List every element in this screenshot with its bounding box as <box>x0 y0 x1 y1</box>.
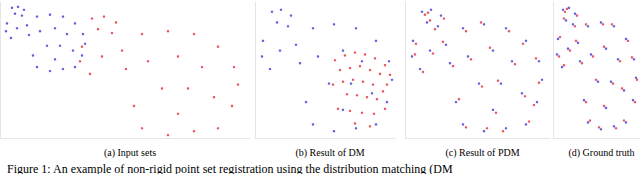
svg-text:(b) Result of DM: (b) Result of DM <box>295 147 364 159</box>
svg-text:(d) Ground truth: (d) Ground truth <box>568 147 634 159</box>
svg-text:Figure 1: An example of non-ri: Figure 1: An example of non-rigid point … <box>7 162 453 174</box>
svg-text:(a) Input sets: (a) Input sets <box>104 147 156 159</box>
svg-text:(c) Result of PDM: (c) Result of PDM <box>445 147 519 159</box>
